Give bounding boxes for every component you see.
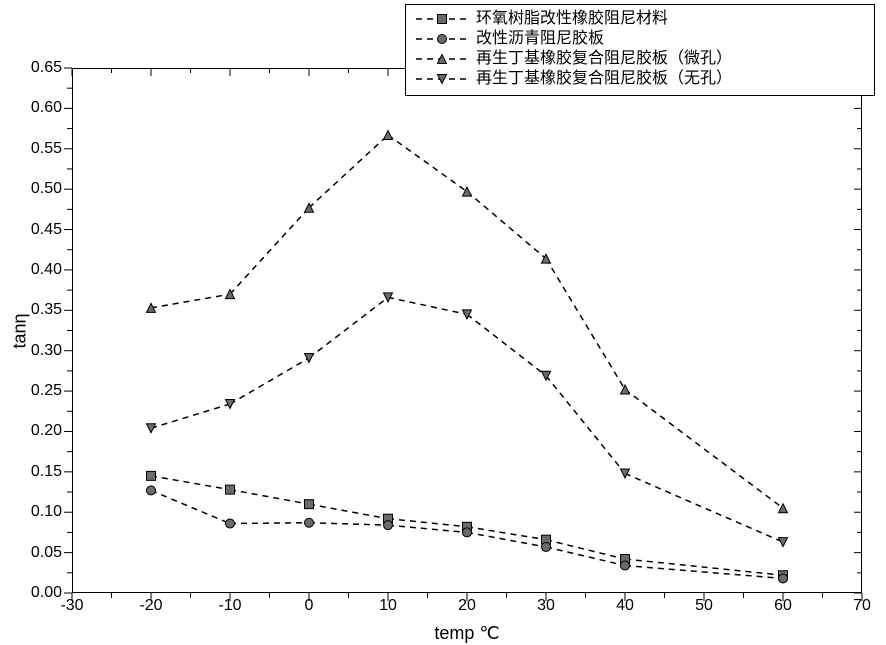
y-tick-label: 0.15 — [31, 463, 62, 481]
y-tick-label: 0.00 — [31, 584, 62, 602]
y-tick-label: 0.10 — [31, 503, 62, 521]
x-tick-label: 20 — [458, 597, 476, 615]
legend-label: 改性沥青阻尼胶板 — [476, 29, 604, 49]
series-2 — [147, 131, 788, 513]
y-tick-label: 0.65 — [31, 59, 62, 77]
series-0 — [147, 471, 788, 579]
x-tick-label: 30 — [537, 597, 555, 615]
y-tick-label: 0.45 — [31, 221, 62, 239]
legend-swatch — [414, 31, 470, 47]
legend-row: 再生丁基橡胶复合阻尼胶板（微孔） — [414, 49, 866, 69]
x-tick-label: -10 — [218, 597, 241, 615]
y-tick-label: 0.55 — [31, 140, 62, 158]
y-tick-label: 0.20 — [31, 422, 62, 440]
series-3 — [147, 293, 788, 547]
legend-swatch — [414, 71, 470, 87]
legend-row: 改性沥青阻尼胶板 — [414, 29, 866, 49]
y-tick-label: 0.05 — [31, 544, 62, 562]
y-tick-label: 0.50 — [31, 180, 62, 198]
chart-container: tanη temp ℃ 环氧树脂改性橡胶阻尼材料改性沥青阻尼胶板再生丁基橡胶复合… — [0, 0, 886, 645]
legend-row: 再生丁基橡胶复合阻尼胶板（无孔） — [414, 69, 866, 89]
legend-label: 再生丁基橡胶复合阻尼胶板（微孔） — [476, 49, 732, 69]
x-tick-label: 50 — [695, 597, 713, 615]
x-tick-label: -30 — [60, 597, 83, 615]
x-tick-label: 10 — [379, 597, 397, 615]
y-tick-label: 0.40 — [31, 261, 62, 279]
y-tick-label: 0.35 — [31, 301, 62, 319]
y-tick-label: 0.30 — [31, 342, 62, 360]
x-tick-label: 70 — [853, 597, 871, 615]
legend: 环氧树脂改性橡胶阻尼材料改性沥青阻尼胶板再生丁基橡胶复合阻尼胶板（微孔）再生丁基… — [405, 4, 875, 96]
x-tick-label: 40 — [616, 597, 634, 615]
legend-label: 环氧树脂改性橡胶阻尼材料 — [476, 9, 668, 29]
x-tick-label: 60 — [774, 597, 792, 615]
series-1 — [147, 486, 788, 583]
legend-swatch — [414, 11, 470, 27]
y-tick-label: 0.60 — [31, 99, 62, 117]
legend-swatch — [414, 51, 470, 67]
x-axis-label: temp ℃ — [434, 623, 499, 644]
plot-svg — [0, 0, 886, 645]
x-tick-label: -20 — [139, 597, 162, 615]
legend-label: 再生丁基橡胶复合阻尼胶板（无孔） — [476, 69, 732, 89]
y-tick-label: 0.25 — [31, 382, 62, 400]
x-tick-label: 0 — [305, 597, 314, 615]
legend-row: 环氧树脂改性橡胶阻尼材料 — [414, 9, 866, 29]
y-axis-label: tanη — [10, 313, 31, 348]
